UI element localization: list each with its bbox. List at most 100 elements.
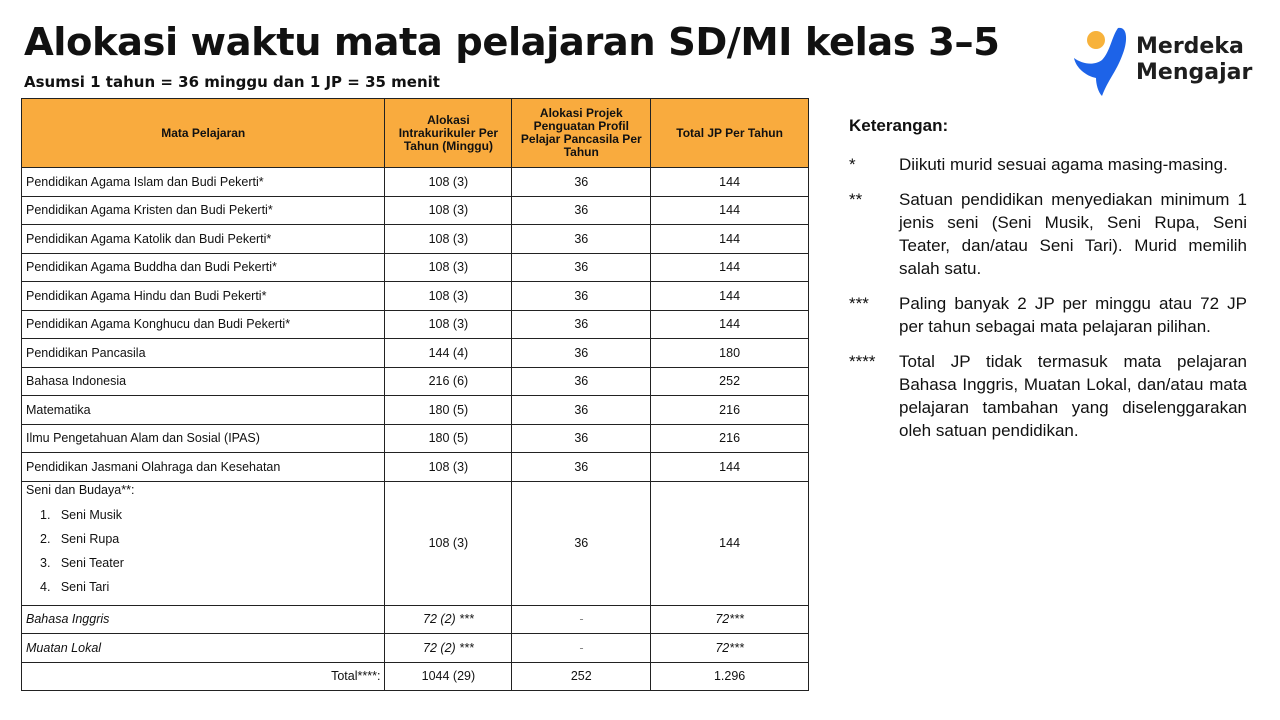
intrakurikuler-cell: 108 (3) bbox=[384, 452, 513, 482]
projek-cell: 36 bbox=[511, 309, 652, 339]
intrakurikuler-cell: 108 (3) bbox=[384, 309, 513, 339]
subject-cell: Pendidikan Agama Buddha dan Budi Pekerti… bbox=[20, 252, 386, 282]
notes-heading: Keterangan: bbox=[849, 116, 949, 135]
subject-cell: Pendidikan Agama Katolik dan Budi Pekert… bbox=[20, 224, 386, 254]
intrakurikuler-cell: 180 (5) bbox=[384, 395, 513, 425]
subject-cell: Pendidikan Agama Islam dan Budi Pekerti* bbox=[20, 167, 386, 197]
header-intrakurikuler: Alokasi Intrakurikuler Per Tahun (Minggu… bbox=[384, 98, 513, 168]
table-row: Pendidikan Pancasila 144 (4) 36 180 bbox=[20, 338, 809, 368]
note-mark: ** bbox=[849, 190, 863, 209]
logo-mark-icon bbox=[1074, 27, 1127, 96]
note-item: * Diikuti murid sesuai agama masing-masin… bbox=[849, 153, 1247, 176]
logo-line1: Merdeka bbox=[1136, 34, 1244, 59]
total-cell: 216 bbox=[650, 423, 809, 453]
projek-cell: 36 bbox=[511, 195, 652, 225]
table-row: Pendidikan Agama Katolik dan Budi Pekert… bbox=[20, 224, 809, 254]
total-cell: 252 bbox=[650, 366, 809, 396]
table-row-seni: Seni dan Budaya**: 1. Seni Musik 2. Seni R… bbox=[20, 480, 809, 606]
table-row: Pendidikan Agama Hindu dan Budi Pekerti*… bbox=[20, 281, 809, 311]
note-text: Paling banyak 2 JP per minggu atau 72 JP… bbox=[899, 294, 1247, 336]
total-cell: 144 bbox=[650, 480, 809, 606]
table-row: Pendidikan Jasmani Olahraga dan Kesehata… bbox=[20, 452, 809, 482]
total-cell: 180 bbox=[650, 338, 809, 368]
subject-allocation-table: Mata Pelajaran Alokasi Intrakurikuler Pe… bbox=[20, 98, 809, 691]
note-item: ** Satuan pendidikan menyediakan minimum … bbox=[849, 188, 1247, 280]
subject-cell: Pendidikan Agama Kristen dan Budi Pekert… bbox=[20, 195, 386, 225]
intrakurikuler-cell: 108 (3) bbox=[384, 281, 513, 311]
page-title: Alokasi waktu mata pelajaran SD/MI kelas… bbox=[24, 20, 1000, 65]
logo-line2: Mengajar bbox=[1136, 60, 1253, 85]
seni-item: 3. Seni Teater bbox=[40, 556, 124, 570]
projek-cell: 36 bbox=[511, 281, 652, 311]
table-row: Pendidikan Agama Buddha dan Budi Pekerti… bbox=[20, 252, 809, 282]
intrakurikuler-cell: 72 (2) *** bbox=[384, 604, 513, 634]
total-cell: 144 bbox=[650, 224, 809, 254]
header-subject: Mata Pelajaran bbox=[20, 98, 386, 168]
note-mark: **** bbox=[849, 352, 876, 371]
projek-cell: 36 bbox=[511, 395, 652, 425]
total-cell: 144 bbox=[650, 452, 809, 482]
total-cell: 144 bbox=[650, 167, 809, 197]
total-cell: 1.296 bbox=[650, 661, 809, 691]
subject-cell: Matematika bbox=[20, 395, 386, 425]
subject-cell: Seni dan Budaya**: 1. Seni Musik 2. Seni R… bbox=[20, 480, 386, 606]
intrakurikuler-cell: 144 (4) bbox=[384, 338, 513, 368]
projek-cell: 36 bbox=[511, 224, 652, 254]
total-cell: 216 bbox=[650, 395, 809, 425]
subject-cell: Bahasa Inggris bbox=[20, 604, 386, 634]
projek-cell: 36 bbox=[511, 452, 652, 482]
note-mark: *** bbox=[849, 294, 869, 313]
subject-cell: Pendidikan Pancasila bbox=[20, 338, 386, 368]
table-row: Bahasa Indonesia 216 (6) 36 252 bbox=[20, 366, 809, 396]
total-cell: 72*** bbox=[650, 633, 809, 663]
intrakurikuler-cell: 1044 (29) bbox=[384, 661, 513, 691]
subject-cell: Pendidikan Agama Konghucu dan Budi Peker… bbox=[20, 309, 386, 339]
projek-cell: 36 bbox=[511, 423, 652, 453]
table-row: Matematika 180 (5) 36 216 bbox=[20, 395, 809, 425]
projek-cell: 36 bbox=[511, 338, 652, 368]
subject-cell: Pendidikan Jasmani Olahraga dan Kesehata… bbox=[20, 452, 386, 482]
projek-cell: 36 bbox=[511, 252, 652, 282]
table-row: Pendidikan Agama Konghucu dan Budi Peker… bbox=[20, 309, 809, 339]
table-row: Pendidikan Agama Kristen dan Budi Pekert… bbox=[20, 195, 809, 225]
seni-list: 1. Seni Musik 2. Seni Rupa 3. Seni Teater 4… bbox=[26, 503, 380, 599]
intrakurikuler-cell: 108 (3) bbox=[384, 480, 513, 606]
note-item: **** Total JP tidak termasuk mata pelajar… bbox=[849, 350, 1247, 442]
intrakurikuler-cell: 72 (2) *** bbox=[384, 633, 513, 663]
subject-cell: Pendidikan Agama Hindu dan Budi Pekerti* bbox=[20, 281, 386, 311]
seni-item: 1. Seni Musik bbox=[40, 508, 122, 522]
total-cell: 144 bbox=[650, 195, 809, 225]
note-text: Satuan pendidikan menyediakan minimum 1 … bbox=[899, 190, 1247, 278]
subject-cell: Ilmu Pengetahuan Alam dan Sosial (IPAS) bbox=[20, 423, 386, 453]
total-cell: 144 bbox=[650, 252, 809, 282]
projek-cell: 36 bbox=[511, 366, 652, 396]
projek-cell: - bbox=[511, 604, 652, 634]
projek-cell: 36 bbox=[511, 480, 652, 606]
seni-item: 2. Seni Rupa bbox=[40, 532, 120, 546]
table-row-optional: Muatan Lokal 72 (2) *** -72*** bbox=[20, 633, 809, 663]
intrakurikuler-cell: 108 (3) bbox=[384, 167, 513, 197]
page-subtitle: Asumsi 1 tahun = 36 minggu dan 1 JP = 35… bbox=[24, 73, 440, 91]
total-cell: 144 bbox=[650, 309, 809, 339]
merdeka-mengajar-logo: Merdeka Mengajar bbox=[1072, 22, 1272, 98]
notes-panel: Keterangan: * Diikuti murid sesuai agama … bbox=[849, 114, 1247, 454]
intrakurikuler-cell: 108 (3) bbox=[384, 195, 513, 225]
projek-cell: 36 bbox=[511, 167, 652, 197]
intrakurikuler-cell: 180 (5) bbox=[384, 423, 513, 453]
total-cell: 72*** bbox=[650, 604, 809, 634]
note-mark: * bbox=[849, 155, 856, 174]
table-row-total: Total****: 1044 (29) 252 1.296 bbox=[20, 661, 809, 691]
projek-cell: - bbox=[511, 633, 652, 663]
header-total: Total JP Per Tahun bbox=[650, 98, 809, 168]
note-text: Diikuti murid sesuai agama masing-masing… bbox=[899, 155, 1228, 174]
table-row-optional: Bahasa Inggris 72 (2) *** -72*** bbox=[20, 604, 809, 634]
header-projek: Alokasi Projek Penguatan Profil Pelajar … bbox=[511, 98, 652, 168]
intrakurikuler-cell: 108 (3) bbox=[384, 224, 513, 254]
subject-cell: Muatan Lokal bbox=[20, 633, 386, 663]
subject-cell: Bahasa Indonesia bbox=[20, 366, 386, 396]
seni-label: Seni dan Budaya**: bbox=[26, 483, 135, 497]
projek-cell: 252 bbox=[511, 661, 652, 691]
table-row: Pendidikan Agama Islam dan Budi Pekerti*… bbox=[20, 167, 809, 197]
table-header-row: Mata Pelajaran Alokasi Intrakurikuler Pe… bbox=[20, 98, 809, 168]
note-item: *** Paling banyak 2 JP per minggu atau 72… bbox=[849, 292, 1247, 338]
